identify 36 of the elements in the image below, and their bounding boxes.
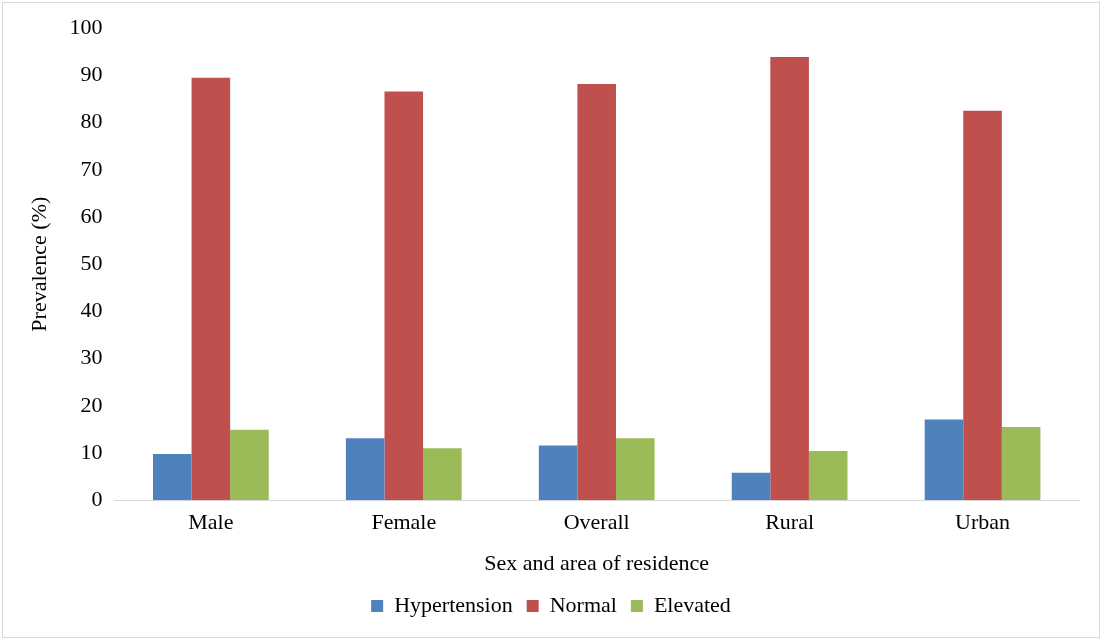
bar [384,91,424,501]
bar [1001,427,1041,501]
bar [423,448,462,501]
y-tick-label: 30 [80,344,103,370]
legend-label: Hypertension [394,591,513,617]
bar [924,419,964,501]
y-tick-label: 60 [80,202,103,228]
bar [808,451,848,501]
x-tick-label: Urban [955,509,1011,535]
y-tick-label: 50 [80,249,103,275]
bar [230,429,269,501]
bar [345,438,385,501]
y-tick-label: 40 [80,297,103,323]
y-axis-title: Prevalence (%) [25,196,51,332]
y-tick-label: 100 [69,13,103,39]
bar [770,56,809,501]
x-axis-title: Sex and area of residence [484,549,710,575]
bar [191,77,231,501]
x-tick-label: Female [371,509,437,535]
y-tick-label: 20 [80,391,103,417]
y-tick-label: 0 [91,485,103,511]
bar [152,453,192,501]
bar [577,83,616,501]
legend-label: Normal [549,591,617,617]
x-tick-label: Overall [563,509,630,535]
y-tick-label: 80 [80,108,103,134]
bar [615,438,655,501]
legend-label: Elevated [653,591,731,617]
y-tick-label: 90 [80,61,103,87]
bar [731,472,771,501]
bar [963,110,1002,501]
y-tick-label: 70 [80,155,103,181]
y-tick-label: 10 [80,438,103,464]
x-tick-label: Male [188,509,234,535]
x-tick-label: Rural [765,509,815,535]
bar [538,445,578,501]
